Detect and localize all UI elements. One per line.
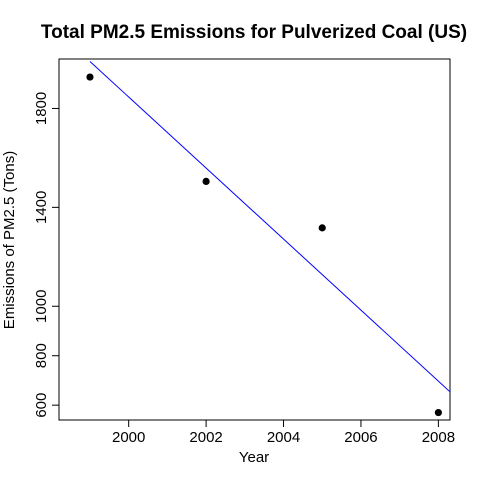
- x-tick-label-2000: 2000: [112, 429, 145, 446]
- trend-line-layer: [89, 61, 451, 393]
- points-layer: [86, 73, 442, 417]
- data-point-2005: [318, 224, 326, 232]
- y-tick-label-1400: 1400: [33, 191, 50, 224]
- data-point-2008: [434, 408, 442, 417]
- data-point-2002: [202, 177, 210, 185]
- trend-line: [89, 61, 451, 393]
- plot-frame: [58, 58, 451, 421]
- y-tick-label-1800: 1800: [33, 92, 50, 125]
- y-axis-label: Emissions of PM2.5 (Tons): [1, 151, 18, 329]
- x-axis: 2000 2002 2004 2006 2008: [112, 420, 455, 446]
- chart-title: Total PM2.5 Emissions for Pulverized Coa…: [41, 22, 467, 43]
- y-tick-label-600: 600: [33, 393, 50, 418]
- y-tick-label-1000: 1000: [33, 290, 50, 323]
- x-axis-label: Year: [239, 449, 269, 466]
- x-tick-label-2008: 2008: [422, 429, 455, 446]
- x-tick-label-2004: 2004: [267, 429, 300, 446]
- x-tick-label-2002: 2002: [189, 429, 222, 446]
- x-tick-label-2006: 2006: [344, 429, 377, 446]
- data-point-1999: [86, 73, 94, 81]
- y-tick-label-800: 800: [33, 343, 50, 368]
- y-axis: 600 800 1000 1400 1800: [33, 92, 59, 418]
